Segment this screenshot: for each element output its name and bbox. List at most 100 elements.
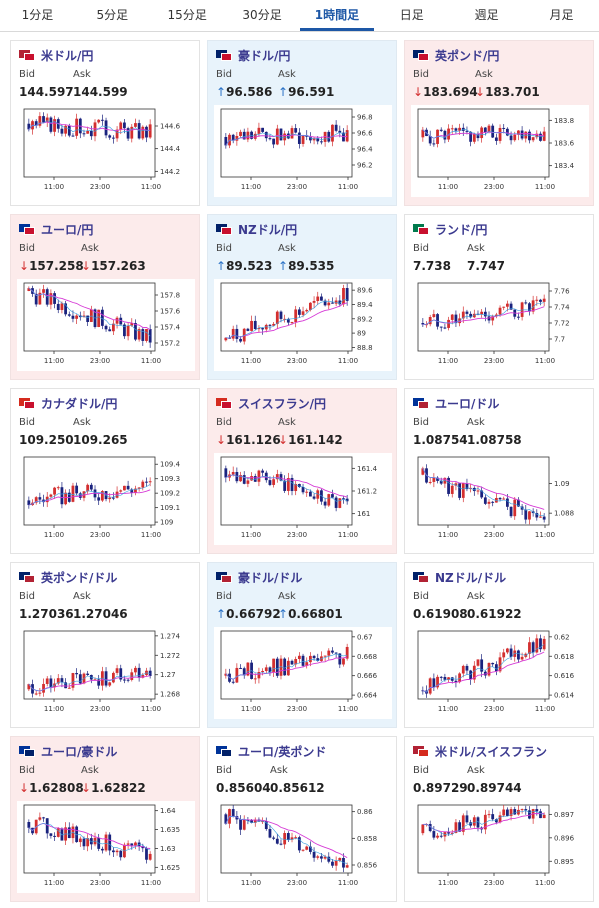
ask-price: ↑96.591 bbox=[278, 85, 334, 99]
candle-body bbox=[286, 477, 290, 491]
tab-0[interactable]: 1分足 bbox=[21, 8, 54, 22]
tab-3[interactable]: 30分足 bbox=[242, 8, 282, 22]
rate-card[interactable]: 英ポンド/円 Bid Ask ↓183.694 ↓183.701 183.8 183.6 18… bbox=[404, 40, 594, 206]
price-chart[interactable]: 1.274 1.272 1.27 1.268 11:00 23:00 11:00 bbox=[17, 627, 195, 719]
price-chart[interactable]: 0.86 0.858 0.856 11:00 23:00 11:00 bbox=[214, 801, 392, 893]
candle-body bbox=[286, 660, 290, 676]
price-chart[interactable]: 0.62 0.618 0.616 0.614 11:00 23:00 11:00 bbox=[411, 627, 589, 719]
pair-name[interactable]: ランド/円 bbox=[435, 223, 488, 237]
price-chart[interactable]: 109.4 109.3 109.2 109.1 109 11:00 23:00 11:00 bbox=[17, 453, 195, 545]
pair-name[interactable]: ユーロ/円 bbox=[41, 223, 94, 237]
y-tick-label: 161.2 bbox=[357, 488, 377, 496]
price-chart[interactable]: 161.4 161.2 161 11:00 23:00 11:00 bbox=[214, 453, 392, 545]
pair-name[interactable]: 豪ドル/ドル bbox=[238, 571, 303, 585]
candle-body bbox=[494, 314, 498, 317]
pair-name[interactable]: 英ポンド/円 bbox=[435, 49, 500, 63]
price-chart[interactable]: 1.09 1.088 11:00 23:00 11:00 bbox=[411, 453, 589, 545]
candle-body bbox=[443, 676, 447, 680]
rate-card[interactable]: ユーロ/円 Bid Ask ↓157.258 ↓157.263 157.8 157.6 157… bbox=[10, 214, 200, 380]
pair-name[interactable]: スイスフラン/円 bbox=[238, 397, 327, 411]
pair-name[interactable]: 米ドル/スイスフラン bbox=[435, 745, 548, 759]
pair-name[interactable]: 英ポンド/ドル bbox=[41, 571, 118, 585]
bid-price: ↑0.66792 bbox=[216, 607, 281, 621]
rate-card[interactable]: スイスフラン/円 Bid Ask ↓161.126 ↓161.142 161.4 161.2… bbox=[207, 388, 397, 554]
candle-body bbox=[261, 470, 265, 473]
rate-card[interactable]: NZドル/円 Bid Ask ↑89.523 ↑89.535 89.6 89.4 89.2 89… bbox=[207, 214, 397, 380]
candle-body bbox=[97, 679, 101, 686]
rate-card[interactable]: カナダドル/円 Bid Ask 109.250 109.265 109.4 109.3 109… bbox=[10, 388, 200, 554]
pair-name[interactable]: NZドル/ドル bbox=[435, 571, 507, 585]
candle-body bbox=[472, 133, 476, 142]
candle-body bbox=[301, 849, 305, 851]
candle-body bbox=[308, 302, 312, 310]
rate-card[interactable]: 米ドル/円 Bid Ask 144.597 144.599 144.6 144.4 144.2… bbox=[10, 40, 200, 206]
tab-5[interactable]: 日足 bbox=[399, 8, 424, 22]
candle-body bbox=[97, 119, 101, 123]
candle-body bbox=[272, 658, 276, 673]
rate-card[interactable]: NZドル/ドル Bid Ask 0.61908 0.61922 0.62 0.618 0.61… bbox=[404, 562, 594, 728]
tab-7[interactable]: 月足 bbox=[549, 8, 574, 22]
candle-body bbox=[89, 838, 93, 845]
x-tick-label: 11:00 bbox=[438, 531, 458, 539]
price-chart[interactable]: 96.8 96.6 96.4 96.2 11:00 23:00 11:00 bbox=[214, 105, 392, 197]
candle-body bbox=[38, 292, 42, 305]
price-chart[interactable]: 183.8 183.6 183.4 11:00 23:00 11:00 bbox=[411, 105, 589, 197]
x-tick-label: 23:00 bbox=[90, 531, 110, 539]
tab-6[interactable]: 週足 bbox=[474, 8, 499, 22]
candle-body bbox=[60, 828, 64, 841]
candle-body bbox=[130, 323, 134, 326]
rate-card[interactable]: ユーロ/ドル Bid Ask 1.08754 1.08758 1.09 1.088 11:00… bbox=[404, 388, 594, 554]
price-chart[interactable]: 144.6 144.4 144.2 11:00 23:00 11:00 bbox=[17, 105, 195, 197]
ask-label: Ask bbox=[270, 765, 288, 776]
currency-flags-icon bbox=[413, 50, 429, 61]
rate-card[interactable]: 豪ドル/円 Bid Ask ↑96.586 ↑96.591 96.8 96.6 96.4 96.… bbox=[207, 40, 397, 206]
candle-body bbox=[509, 648, 513, 657]
rate-card[interactable]: ユーロ/豪ドル Bid Ask ↓1.62808 ↓1.62822 1.64 1.635 1.… bbox=[10, 736, 200, 902]
tab-4[interactable]: 1時間足 bbox=[299, 0, 375, 31]
pair-name[interactable]: 豪ドル/円 bbox=[238, 49, 291, 63]
candle-body bbox=[137, 667, 141, 678]
pair-name[interactable]: ユーロ/英ポンド bbox=[238, 745, 327, 759]
pair-name[interactable]: NZドル/円 bbox=[238, 223, 298, 237]
candle-body bbox=[253, 678, 257, 680]
price-chart[interactable]: 1.64 1.635 1.63 1.625 11:00 23:00 11:00 bbox=[17, 801, 195, 893]
candle-body bbox=[86, 130, 90, 134]
pair-name[interactable]: ユーロ/豪ドル bbox=[41, 745, 118, 759]
candle-body bbox=[513, 134, 517, 141]
rate-card[interactable]: ユーロ/英ポンド Bid Ask 0.85604 0.85612 0.86 0.858 0.8… bbox=[207, 736, 397, 902]
rate-card[interactable]: 米ドル/スイスフラン Bid Ask 0.89729 0.89744 0.897 0.896… bbox=[404, 736, 594, 902]
candle-body bbox=[246, 328, 250, 331]
rate-card[interactable]: ランド/円 Bid Ask 7.738 7.747 7.76 7.74 7.72 7.7 11:0… bbox=[404, 214, 594, 380]
candle-body bbox=[27, 500, 31, 506]
pair-name[interactable]: ユーロ/ドル bbox=[435, 397, 500, 411]
bid-value: 183.694 bbox=[423, 85, 478, 99]
candle-body bbox=[487, 814, 491, 816]
candle-body bbox=[56, 487, 60, 489]
candle-body bbox=[82, 838, 86, 847]
candle-body bbox=[539, 638, 542, 650]
candle-body bbox=[491, 316, 495, 321]
candle-body bbox=[338, 653, 342, 665]
price-chart[interactable]: 7.76 7.74 7.72 7.7 11:00 23:00 11:00 bbox=[411, 279, 589, 371]
tab-2[interactable]: 15分足 bbox=[167, 8, 207, 22]
plot-frame bbox=[23, 282, 156, 352]
candle-body bbox=[469, 822, 473, 826]
price-chart[interactable]: 0.897 0.896 0.895 11:00 23:00 11:00 bbox=[411, 801, 589, 893]
candle-body bbox=[327, 650, 331, 656]
price-chart[interactable]: 89.6 89.4 89.2 89 88.8 11:00 23:00 11:00 bbox=[214, 279, 392, 371]
rate-card[interactable]: 豪ドル/ドル Bid Ask ↑0.66792 ↑0.66801 0.67 0.668 0.6… bbox=[207, 562, 397, 728]
pair-name[interactable]: 米ドル/円 bbox=[41, 49, 94, 63]
candle-body bbox=[465, 665, 469, 671]
candle-body bbox=[542, 131, 546, 141]
rate-card[interactable]: 英ポンド/ドル Bid Ask 1.27036 1.27046 1.274 1.272 1.2… bbox=[10, 562, 200, 728]
candle-body bbox=[231, 471, 235, 475]
short-moving-average-line bbox=[28, 672, 151, 692]
pair-name[interactable]: カナダドル/円 bbox=[41, 397, 118, 411]
candle-body bbox=[75, 673, 79, 675]
candle-body bbox=[119, 850, 123, 858]
price-chart[interactable]: 0.67 0.668 0.666 0.664 11:00 23:00 11:00 bbox=[214, 627, 392, 719]
ask-label: Ask bbox=[467, 417, 485, 428]
price-chart[interactable]: 157.8 157.6 157.4 157.2 11:00 23:00 11:00 bbox=[17, 279, 195, 371]
tab-1[interactable]: 5分足 bbox=[96, 8, 129, 22]
candle-body bbox=[294, 128, 298, 133]
